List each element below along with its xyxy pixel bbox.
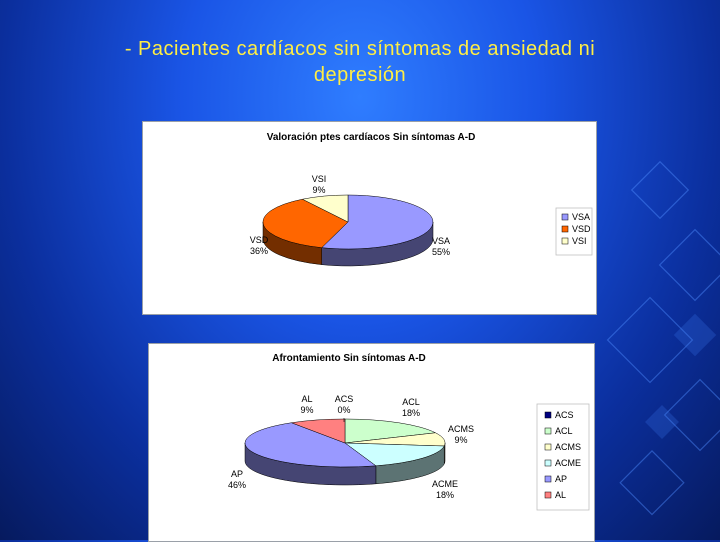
slice-acl (344, 418, 437, 444)
legend-swatch-vsa (561, 213, 569, 221)
legend-label-al: AL (555, 490, 566, 500)
slice-value-acme: 18% (436, 490, 454, 500)
slice-value-acs: 0% (337, 405, 350, 415)
chart-panel-valoracion: Valoración ptes cardíacos Sin síntomas A… (142, 121, 597, 315)
legend-swatch-acms (544, 443, 552, 451)
legend-swatch-acs (544, 411, 552, 419)
slice-label-acs: ACS (335, 394, 354, 404)
slice-label-vsd: VSD (250, 235, 269, 245)
legend-label-acl: ACL (555, 426, 573, 436)
legend-box (555, 207, 593, 256)
slice-vsa (321, 194, 434, 250)
background-decoration (606, 160, 720, 516)
slice-ap (244, 422, 377, 468)
legend-label-vsd: VSD (572, 224, 591, 234)
slice-value-vsa: 55% (432, 247, 450, 257)
slice-label-acl: ACL (402, 397, 420, 407)
legend-swatch-vsd (561, 225, 569, 233)
slice-acme (344, 442, 445, 467)
slide-title: - Pacientes cardíacos sin síntomas de an… (0, 36, 720, 88)
legend-swatch-acl (544, 427, 552, 435)
slide-title-line-2: depresión (313, 64, 407, 86)
slice-label-acme: ACME (432, 479, 458, 489)
slice-value-ap: 46% (228, 480, 246, 490)
legend-swatch-al (544, 491, 552, 499)
legend-label-acme: ACME (555, 458, 581, 468)
legend-label-acms: ACMS (555, 442, 581, 452)
slice-value-al: 9% (300, 405, 313, 415)
chart-panel-afrontamiento: Afrontamiento Sin síntomas A-D ACS 0% ACL 1… (148, 343, 595, 542)
legend-swatch-vsi (561, 237, 569, 245)
slice-value-acl: 18% (402, 408, 420, 418)
slice-label-vsa: VSA (432, 236, 450, 246)
slice-vsd (262, 198, 349, 248)
slice-label-vsi: VSI (312, 174, 327, 184)
legend-label-vsi: VSI (572, 236, 587, 246)
legend-label-ap: AP (555, 474, 567, 484)
chart-title: Valoración ptes cardíacos Sin síntomas A… (267, 132, 476, 143)
slice-value-acms: 9% (454, 435, 467, 445)
legend-label-acs: ACS (555, 410, 574, 420)
slice-value-vsi: 9% (312, 185, 325, 195)
slice-label-acms: ACMS (448, 424, 474, 434)
slice-label-ap: AP (231, 469, 243, 479)
legend-swatch-ap (544, 475, 552, 483)
chart-valoracion-svg: Valoración ptes cardíacos Sin síntomas A… (250, 132, 593, 267)
slice-value-vsd: 36% (250, 246, 268, 256)
slide-title-line-1: - Pacientes cardíacos sin síntomas de an… (124, 38, 596, 60)
legend: ACS ACL ACMS ACME AP AL (544, 410, 581, 500)
slice-vsi (301, 194, 349, 223)
legend-swatch-acme (544, 459, 552, 467)
legend: VSA VSD VSI (561, 212, 591, 246)
slice-al (290, 418, 346, 444)
chart-afrontamiento-svg: Afrontamiento Sin síntomas A-D ACS0%ACL1… (228, 353, 590, 511)
legend-box (536, 403, 590, 511)
legend-label-vsa: VSA (572, 212, 590, 222)
slice-label-al: AL (301, 394, 312, 404)
chart-title: Afrontamiento Sin síntomas A-D (272, 353, 426, 364)
